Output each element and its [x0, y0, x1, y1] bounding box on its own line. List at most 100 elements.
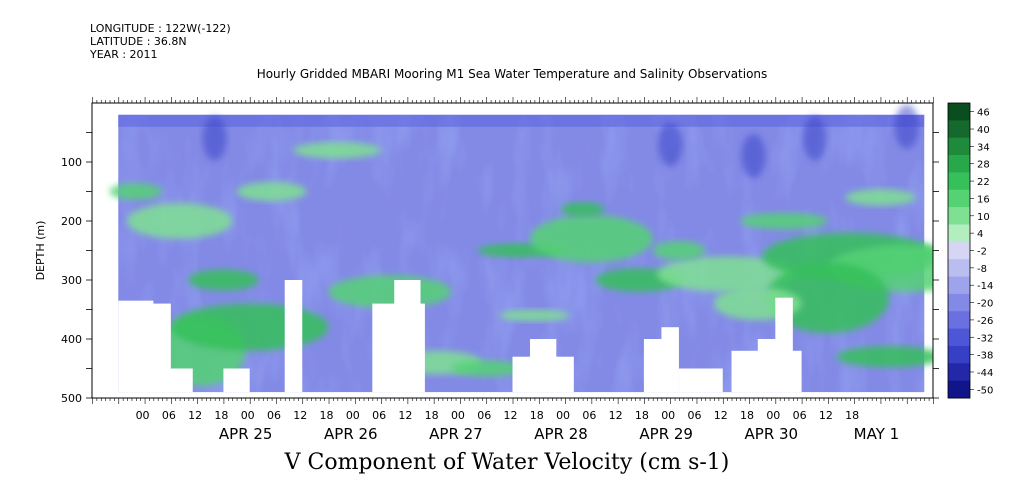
colorbar-swatch: [948, 155, 970, 173]
y-tick-label: 500: [61, 392, 82, 405]
colorbar-swatch: [948, 311, 970, 330]
y-axis-label: DEPTH (m): [34, 221, 47, 281]
colorbar-label: 46: [977, 108, 990, 119]
x-hour-label: 00: [766, 409, 780, 422]
x-hour-label: 06: [477, 409, 491, 422]
x-hour-label: 06: [582, 409, 596, 422]
colorbar-swatch: [948, 293, 970, 312]
x-hour-label: 06: [793, 409, 807, 422]
colorbar-swatch: [948, 189, 970, 208]
x-hour-label: 12: [819, 409, 833, 422]
colorbar-label: -20: [977, 299, 993, 310]
colorbar-swatch: [948, 259, 970, 278]
x-hour-label: 06: [162, 409, 176, 422]
x-hour-label: 12: [504, 409, 518, 422]
colorbar-label: 4: [977, 229, 983, 240]
colorbar-label: -26: [977, 316, 993, 327]
x-hour-label: 12: [714, 409, 728, 422]
velocity-feature: [127, 203, 233, 239]
velocity-feature: [109, 183, 163, 200]
missing-data-gap: [144, 368, 193, 393]
x-hour-label: 12: [609, 409, 623, 422]
x-hour-label: 18: [530, 409, 544, 422]
missing-data-gap: [661, 327, 679, 393]
y-tick-label: 200: [61, 215, 82, 228]
velocity-feature: [836, 346, 933, 368]
velocity-feature-negative: [894, 104, 919, 149]
x-hour-label: 18: [845, 409, 859, 422]
velocity-feature: [293, 141, 382, 159]
x-hour-label: 18: [320, 409, 334, 422]
velocity-feature: [170, 303, 329, 351]
x-day-label: APR 28: [534, 425, 588, 443]
x-hour-label: 00: [241, 409, 255, 422]
colorbar-swatch: [948, 120, 970, 139]
colorbar-label: 22: [977, 177, 990, 188]
colorbar-label: -32: [977, 333, 993, 344]
colorbar-label: 28: [977, 160, 990, 171]
velocity-feature-negative: [741, 134, 766, 179]
colorbar-label: 34: [977, 142, 990, 153]
colorbar-swatch: [948, 224, 970, 243]
x-day-label: APR 27: [429, 425, 483, 443]
x-hour-label: 18: [425, 409, 439, 422]
velocity-feature: [236, 182, 307, 201]
latitude-label: LATITUDE : 36.8N: [90, 35, 187, 48]
velocity-feature: [530, 215, 653, 263]
surface-band: [118, 114, 925, 127]
colorbar-swatch: [948, 137, 970, 156]
x-hour-label: 18: [214, 409, 228, 422]
colorbar-label: -44: [977, 368, 993, 379]
chart-subtitle: V Component of Water Velocity (cm s-1): [284, 450, 730, 475]
x-hour-label: 00: [661, 409, 675, 422]
axes: 00 06 12 18 00 06 12 18 00 06 12 18 00 06 12 18 00 06 12 18…: [34, 97, 939, 443]
longitude-label: LONGITUDE : 122W(-122): [90, 22, 231, 35]
colorbar-label: 16: [977, 194, 990, 205]
colorbar-label: 10: [977, 212, 990, 223]
colorbar-swatch: [948, 328, 970, 347]
velocity-feature: [652, 241, 706, 260]
x-hour-label: 06: [267, 409, 281, 422]
metadata-block: LONGITUDE : 122W(-122) LATITUDE : 36.8N …: [90, 22, 231, 61]
x-day-label: APR 25: [219, 425, 273, 443]
colorbar-swatch: [948, 103, 970, 121]
y-tick-label: 300: [61, 274, 82, 287]
velocity-feature-negative: [202, 116, 227, 161]
velocity-feature: [766, 262, 890, 334]
missing-data-gap: [678, 368, 723, 393]
missing-data-gap: [530, 339, 557, 393]
x-hour-label: 18: [635, 409, 649, 422]
colorbar-label: -14: [977, 281, 993, 292]
year-label: YEAR : 2011: [90, 48, 158, 61]
x-day-label: APR 30: [745, 425, 799, 443]
velocity-feature: [845, 189, 916, 206]
colorbar-swatch: [948, 207, 970, 225]
velocity-feature: [499, 309, 570, 322]
colorbar-label: 40: [977, 125, 990, 136]
colorbar-swatch: [948, 345, 970, 364]
velocity-feature: [657, 256, 798, 292]
colorbar-label: -8: [977, 264, 987, 275]
x-hour-label: 00: [451, 409, 465, 422]
x-hour-label: 00: [556, 409, 570, 422]
velocity-feature-negative: [658, 122, 683, 167]
colorbar-swatch: [948, 172, 970, 191]
heatmap-field: [109, 104, 933, 393]
colorbar-swatch: [948, 241, 970, 260]
velocity-feature: [188, 269, 259, 291]
x-day-label: APR 26: [324, 425, 378, 443]
x-hour-label: 00: [346, 409, 360, 422]
missing-data-gap: [284, 280, 303, 393]
x-hour-label: 00: [136, 409, 150, 422]
x-day-label: APR 29: [639, 425, 693, 443]
y-tick-label: 400: [61, 333, 82, 346]
colorbar-label: -50: [977, 385, 993, 396]
colorbar-label: -38: [977, 351, 993, 362]
y-tick-label: 100: [61, 156, 82, 169]
colorbar-label: -2: [977, 247, 987, 258]
x-hour-label: 18: [740, 409, 754, 422]
x-hour-label: 06: [687, 409, 701, 422]
x-hour-label: 12: [398, 409, 412, 422]
colorbar-swatch: [948, 363, 970, 382]
velocity-feature: [328, 275, 452, 309]
